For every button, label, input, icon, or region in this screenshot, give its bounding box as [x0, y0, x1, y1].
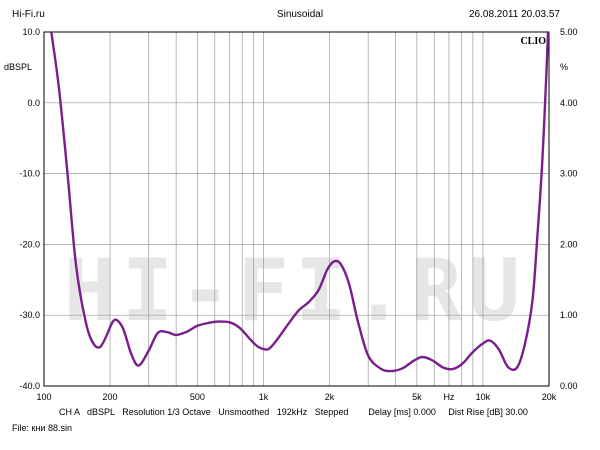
source-label: Hi-Fi.ru — [12, 9, 45, 20]
watermark: HI-FI.RU — [64, 241, 526, 341]
x-tick-label: 20k — [542, 392, 557, 402]
y-tick-label-left: 0.0 — [27, 98, 40, 108]
y-tick-label-right: 4.00 — [560, 98, 578, 108]
x-tick-label: 2k — [325, 392, 335, 402]
y-tick-label-right: 5.00 — [560, 27, 578, 37]
x-tick-label: 5k — [412, 392, 422, 402]
y-tick-label-left: -40.0 — [19, 381, 40, 391]
x-tick-label: 100 — [36, 392, 51, 402]
measurement-settings: CH A dBSPL Resolution 1/3 Octave Unsmoot… — [59, 407, 528, 417]
y-tick-label-left: -30.0 — [19, 310, 40, 320]
y-axis-left-label: dBSPL — [4, 62, 33, 72]
x-tick-label: 10k — [476, 392, 491, 402]
y-tick-label-left: -10.0 — [19, 169, 40, 179]
y-axis-right-label: % — [560, 62, 569, 72]
y-tick-label-left: 10.0 — [22, 27, 40, 37]
clio-brand: CLIO — [520, 36, 546, 47]
y-tick-label-right: 3.00 — [560, 169, 578, 179]
response-curve — [50, 31, 550, 373]
y-tick-label-right: 0.00 — [560, 381, 578, 391]
file-name: File: кни 88.sin — [12, 423, 72, 433]
y-tick-label-right: 1.00 — [560, 310, 578, 320]
plot-frame — [43, 31, 550, 387]
x-tick-label: 200 — [103, 392, 118, 402]
x-tick-label: Hz — [443, 392, 454, 402]
timestamp: 26.08.2011 20.03.57 — [468, 9, 560, 20]
measurement-title: Sinusoidal — [276, 9, 324, 20]
y-tick-label-left: -20.0 — [19, 239, 40, 249]
x-tick-label: 1k — [259, 392, 269, 402]
y-tick-label-right: 2.00 — [560, 239, 578, 249]
x-tick-label: 500 — [190, 392, 205, 402]
